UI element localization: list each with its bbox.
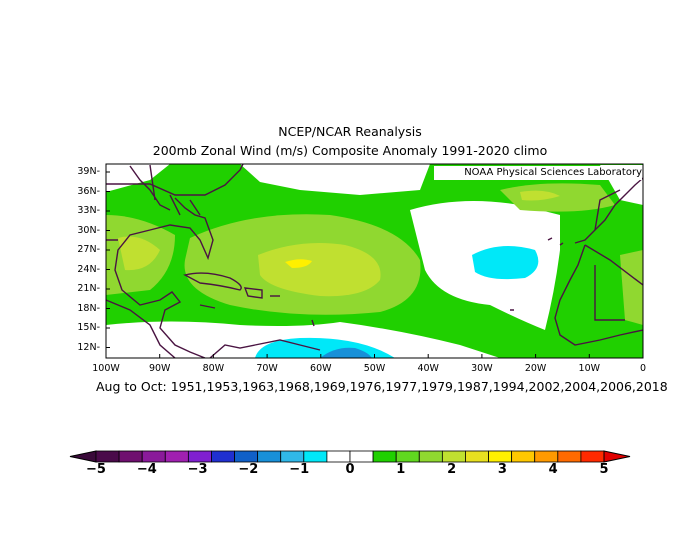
colorbar-segment: [488, 450, 513, 463]
south-america-coast: [209, 339, 321, 358]
colorbar-segment: [349, 450, 374, 463]
mexico-coast: [106, 239, 176, 358]
lon-label: 10W: [578, 363, 601, 374]
colorbar-label: 3: [497, 462, 507, 477]
colorbar-label: 5: [599, 462, 609, 477]
colorbar-segment: [257, 450, 282, 463]
jamaica: [199, 304, 216, 309]
africa-borders: [584, 189, 643, 321]
credit-label: NOAA Physical Sciences Laboratory: [434, 166, 642, 180]
field-blue-south: [320, 347, 372, 358]
colorbar-label: −5: [86, 462, 106, 477]
state-borders: [129, 164, 201, 216]
anomaly-field: [106, 164, 643, 358]
field-yellowgreen: [258, 242, 381, 297]
lon-label: 80W: [202, 363, 225, 374]
lat-label: 36N-: [77, 185, 100, 197]
lon-label: 30W: [471, 363, 493, 374]
lat-label: 39N-: [77, 166, 100, 177]
colorbar-label: 2: [447, 462, 457, 477]
lat-label: 33N-: [77, 205, 100, 216]
lat-label: 24N-: [77, 263, 100, 275]
colorbar-segment: [303, 450, 328, 463]
colorbar-label: −1: [289, 462, 310, 477]
africa-nw-coast: [574, 177, 643, 244]
colorbar-segment: [280, 450, 305, 463]
composite-years-subtitle: Aug to Oct: 1951,1953,1963,1968,1969,197…: [96, 379, 668, 394]
lat-label: 21N-: [77, 283, 100, 294]
colorbar-label: −4: [136, 462, 157, 477]
colorbar-segment: [534, 450, 559, 463]
lat-label: 27N-: [77, 244, 100, 255]
field-yellowgreen-gulf: [118, 236, 160, 271]
lon-label: 20W: [524, 363, 547, 374]
colorbar-segment: [95, 450, 120, 463]
field-lightgreen-east: [620, 250, 643, 325]
colorbar-high-arrow: [603, 450, 631, 463]
field-white-north: [240, 164, 430, 195]
colorbar-segment: [211, 450, 235, 463]
field-cyan-east: [472, 246, 539, 280]
lon-label: 50W: [363, 363, 386, 374]
title-line-1: NCEP/NCAR Reanalysis: [278, 124, 422, 139]
hispaniola: [243, 287, 263, 299]
coastlines: [106, 164, 643, 358]
longitude-ticks: [105, 354, 644, 358]
colorbar-segment: [234, 450, 259, 463]
lon-label: 70W: [256, 363, 278, 374]
field-yellowgreen-ne: [520, 190, 560, 201]
us-coast-north: [106, 164, 244, 196]
colorbar-segment: [557, 450, 582, 463]
colorbar: [69, 450, 631, 463]
colorbar-label: −2: [238, 462, 259, 477]
colorbar-segment: [141, 450, 166, 463]
colorbar-segment: [118, 450, 143, 463]
colorbar-low-arrow: [69, 450, 97, 463]
lon-label: 90W: [148, 363, 171, 374]
small-islands: [311, 309, 514, 327]
title-line-2: 200mb Zonal Wind (m/s) Composite Anomaly…: [152, 143, 548, 158]
gulf-coast: [114, 197, 214, 358]
colorbar-label: −3: [187, 462, 208, 477]
canary-islands: [547, 237, 564, 246]
lon-label: 0: [639, 363, 647, 374]
latitude-ticks: [106, 171, 110, 348]
lat-label: 30N-: [77, 224, 100, 236]
colorbar-segment: [187, 450, 212, 463]
colorbar-label: 0: [345, 462, 355, 477]
field-yellow-max: [285, 259, 312, 268]
lon-label: 100W: [92, 363, 120, 374]
colorbar-segment: [326, 450, 351, 463]
colorbar-segment: [164, 450, 189, 463]
africa-west-coast: [554, 244, 643, 346]
colorbar-segment: [580, 450, 605, 463]
lon-label: 40W: [417, 363, 439, 374]
colorbar-segment: [511, 450, 536, 463]
colorbar-segment: [395, 450, 420, 463]
colorbar-segment: [372, 450, 397, 463]
lat-label: 18N-: [77, 302, 100, 314]
lon-label: 60W: [310, 363, 332, 374]
colorbar-label: 1: [396, 462, 406, 477]
lat-label: 12N-: [77, 341, 100, 353]
cuba: [183, 272, 242, 291]
lat-label: 15N-: [77, 322, 100, 333]
colorbar-label: 4: [548, 462, 558, 477]
colorbar-segment: [418, 450, 443, 463]
colorbar-segment: [441, 450, 466, 463]
colorbar-segment: [465, 450, 489, 463]
field-lightgreen-ne: [500, 183, 615, 212]
